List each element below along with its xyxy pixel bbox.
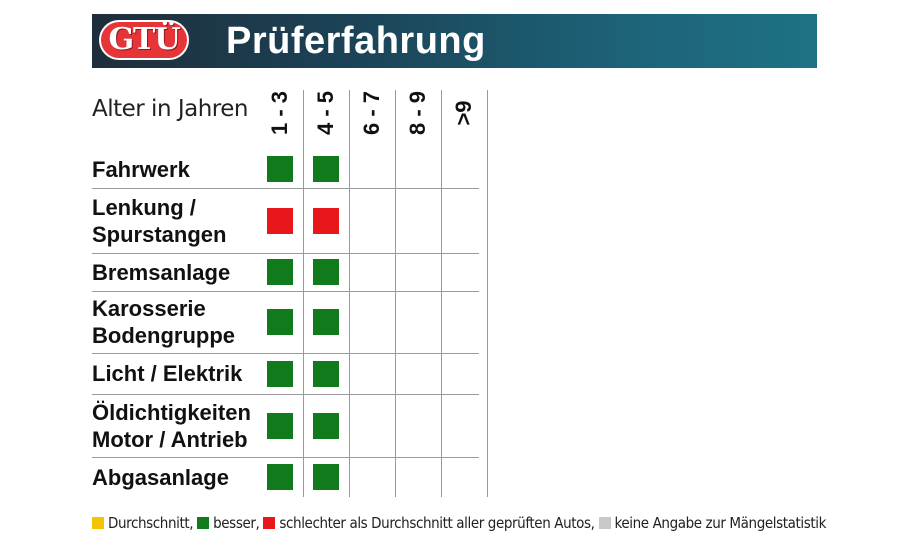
column-header: >9 <box>441 90 487 136</box>
page-title: Prüferfahrung <box>226 20 486 62</box>
column-header: 8 - 9 <box>395 90 441 136</box>
legend-swatch <box>92 517 104 529</box>
grid-line-horizontal <box>92 188 479 189</box>
legend-label: Durchschnitt, <box>108 514 194 532</box>
legend-label: besser, <box>213 514 260 532</box>
legend-swatch <box>197 517 210 529</box>
title-banner <box>92 14 817 68</box>
legend-item: Durchschnitt, <box>92 514 194 532</box>
legend-item: besser, <box>197 514 260 532</box>
column-header-label: 1 - 3 <box>267 90 292 136</box>
row-label-line: Lenkung / <box>92 194 196 220</box>
grid-line-vertical <box>349 90 350 497</box>
row-label-line: Bodengruppe <box>92 323 235 348</box>
legend-swatch <box>263 517 276 529</box>
rating-cell-besser <box>267 412 293 439</box>
row-label-line: Fahrwerk <box>92 156 190 182</box>
row-label-line: Öldichtigkeiten <box>92 399 251 425</box>
rating-cell-besser <box>267 309 293 335</box>
rating-cell-besser <box>267 156 293 182</box>
row-label: Abgasanlage <box>92 464 229 491</box>
row-label-line: Licht / Elektrik <box>92 361 243 386</box>
legend-swatch <box>598 517 611 529</box>
legend-label: schlechter als Durchschnitt aller geprüf… <box>279 514 595 532</box>
row-label: Bremsanlage <box>92 259 230 286</box>
grid-line-horizontal <box>92 353 479 354</box>
row-label: Fahrwerk <box>92 156 190 183</box>
legend: Durchschnitt, besser, schlechter als Durch… <box>92 514 830 532</box>
rating-cell-besser <box>313 360 339 387</box>
legend-label: keine Angabe zur Mängelstatistik <box>614 514 827 532</box>
gtu-logo: GTÜ <box>99 20 189 60</box>
rating-cell-besser <box>313 412 339 439</box>
rating-cell-schlechter <box>267 207 293 234</box>
column-header: 6 - 7 <box>349 90 395 136</box>
row-label: Licht / Elektrik <box>92 360 242 387</box>
grid-line-horizontal <box>92 394 479 395</box>
rating-cell-besser <box>313 464 339 490</box>
row-label: Öldichtigkeiten Motor / Antrieb <box>92 399 251 453</box>
legend-item: keine Angabe zur Mängelstatistik <box>598 514 827 532</box>
grid-line-horizontal <box>92 291 479 292</box>
grid-line-horizontal <box>92 457 479 458</box>
grid-line-horizontal <box>92 253 479 254</box>
grid-line-vertical <box>441 90 442 497</box>
column-header-label: 8 - 9 <box>405 90 430 136</box>
logo-text: GTÜ <box>108 22 180 57</box>
age-axis-label: Alter in Jahren <box>92 96 248 122</box>
row-label-line: Motor / Antrieb <box>92 426 248 452</box>
legend-item: schlechter als Durchschnitt aller geprüf… <box>263 514 595 532</box>
row-label-line: Bremsanlage <box>92 259 231 285</box>
row-label: Lenkung / Spurstangen <box>92 194 226 248</box>
rating-cell-besser <box>313 259 339 285</box>
row-label: Karosserie Bodengruppe <box>92 295 235 349</box>
column-header-label: >9 <box>451 100 476 126</box>
rating-cell-besser <box>267 259 293 285</box>
row-label-line: Karosserie <box>92 296 206 321</box>
column-header: 1 - 3 <box>257 90 303 136</box>
grid-line-vertical <box>487 90 488 497</box>
grid-line-vertical <box>395 90 396 497</box>
grid-line-vertical <box>303 90 304 497</box>
row-label-line: Spurstangen <box>92 221 227 247</box>
rating-cell-besser <box>313 156 339 182</box>
rating-cell-besser <box>313 309 339 335</box>
column-header: 4 - 5 <box>303 90 349 136</box>
column-header-label: 6 - 7 <box>359 90 384 136</box>
rating-cell-schlechter <box>313 207 339 234</box>
column-header-label: 4 - 5 <box>313 90 338 136</box>
rating-cell-besser <box>267 360 293 387</box>
rating-cell-besser <box>267 464 293 490</box>
row-label-line: Abgasanlage <box>92 464 229 490</box>
